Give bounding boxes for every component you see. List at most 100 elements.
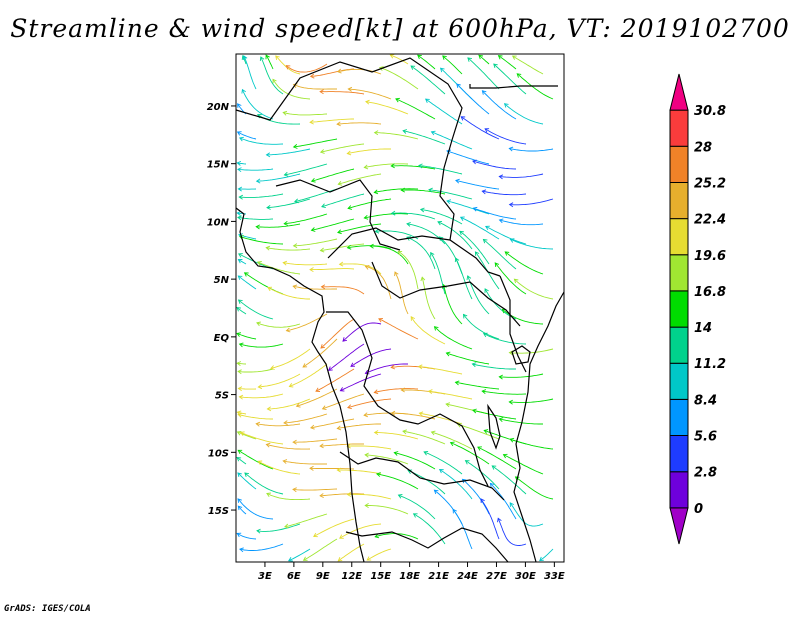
streamline [483,333,527,345]
streamline [302,338,338,368]
map-background [236,54,564,562]
colorbar-swatch [669,109,689,147]
streamline [455,179,500,190]
streamline-arrow [497,517,502,523]
streamline [286,63,328,73]
streamline-arrow [430,130,436,136]
streamline [509,198,554,206]
streamline-arrow [513,278,519,284]
streamline-arrow [237,505,243,511]
streamline-arrow [292,284,298,290]
streamline-arrow [292,439,297,445]
streamline [293,438,338,443]
streamline-arrow [327,366,333,371]
streamline [417,54,436,70]
lon-tick-label: 24E [457,571,478,582]
streamline-arrow [255,224,261,230]
streamline-arrow [504,251,510,256]
streamline-arrow [511,55,517,60]
streamline-arrow [346,150,352,156]
streamline [320,443,364,447]
streamline-arrow [302,363,308,368]
streamline [402,430,446,445]
streamline-arrow [498,417,504,423]
streamline [294,188,338,203]
streamline-arrow [481,90,487,95]
streamline [350,348,392,367]
streamline-arrow [503,103,509,108]
streamline [244,472,284,495]
streamline [502,308,544,325]
border-central-3 [326,311,489,487]
lon-tick-label: 12E [341,571,362,582]
streamline [347,398,392,409]
streamline-arrow [238,194,244,200]
colorbar-level-label: 28 [694,140,712,155]
streamline-arrow [493,63,498,69]
streamline-arrow [239,431,245,436]
streamline [504,251,544,275]
streamline-arrow [285,65,291,70]
streamline [503,454,544,475]
streamline [320,493,365,497]
streamline [256,523,301,532]
streamline-arrow [363,214,369,220]
streamline-arrow [336,68,342,74]
streamline [394,271,409,315]
streamline [347,148,391,155]
streamline-arrow [376,472,381,477]
streamline-arrow [237,449,243,455]
streamline [256,423,301,427]
streamline-arrow [433,326,439,331]
longitude-axis: 3E 6E 9E 12E 15E 18E 21E 24E 27E 30E 33E [258,562,565,582]
streamline-arrow [236,361,242,366]
streamline [283,460,327,465]
streamline [266,493,311,501]
streamline-arrow [438,469,444,474]
streamline [499,418,543,425]
streamline-arrow [364,452,369,458]
streamline [499,219,544,226]
streamline [370,245,409,265]
border-central-1 [327,227,501,277]
streamline-arrow [242,55,248,60]
streamline [236,457,247,465]
coastline-east [513,291,565,563]
streamline-arrow [255,421,261,427]
streamline-arrow [400,187,406,193]
lat-tick-label: 5S [215,391,229,402]
streamline-arrow [485,225,490,231]
streamline [288,548,311,562]
lon-tick-label: 33E [544,571,565,582]
streamline-arrow [319,443,324,449]
streamline-arrow [319,89,324,95]
streamline [398,494,436,520]
streamline-arrow [288,383,294,388]
streamline [239,543,284,551]
streamline-arrow [437,220,443,226]
streamline [379,67,419,90]
streamline-arrow [292,144,298,149]
streamline-arrow [419,207,425,213]
streamline [365,101,409,115]
streamline-arrow [294,198,299,204]
latitude-axis: 20N 15N 10N 5N EQ 5S 10S 15S [207,102,236,517]
streamline-arrow [342,337,348,342]
streamline [265,54,274,70]
streamline-arrow [319,247,325,253]
border-east-1 [469,84,558,89]
streamline-arrow [257,384,263,390]
streamline [303,538,338,561]
streamline-arrow [459,216,465,221]
streamline [347,445,392,450]
streamline-arrow [378,318,383,323]
streamline [238,414,273,420]
streamline [283,413,328,424]
streamline-arrow [282,459,288,464]
streamline-arrow [472,159,477,165]
streamline [477,446,517,470]
streamline [258,373,301,388]
streamline-arrow [270,365,275,370]
colorbar-level-label: 14 [694,321,712,336]
streamline-arrow [480,498,485,504]
